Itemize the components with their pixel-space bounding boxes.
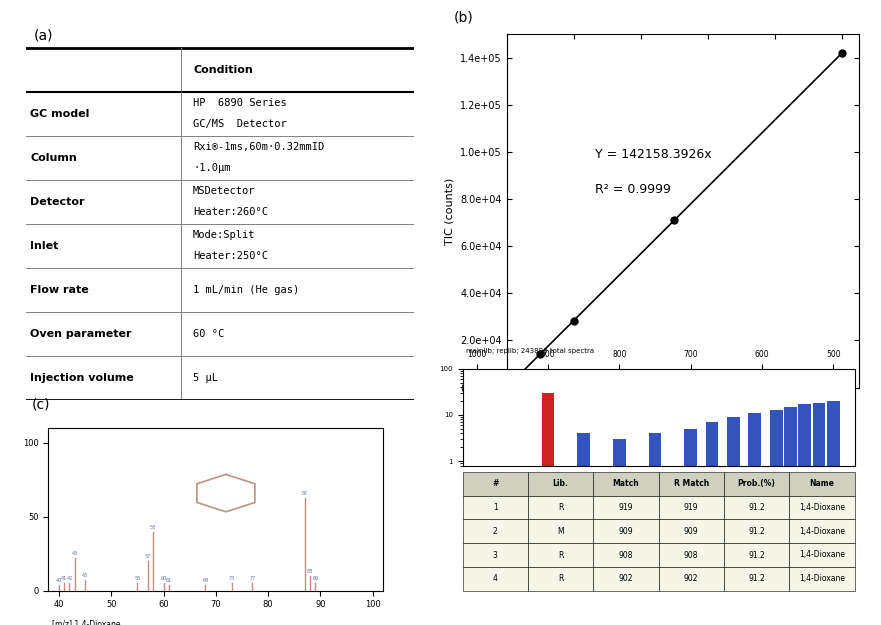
Text: 60: 60 — [160, 576, 167, 581]
Text: 40: 40 — [56, 578, 62, 582]
Text: 43: 43 — [71, 551, 78, 556]
Text: 58: 58 — [150, 524, 156, 529]
Text: ·1.0μm: ·1.0μm — [193, 163, 231, 173]
Text: HP  6890 Series: HP 6890 Series — [193, 98, 287, 108]
Text: MSDetector: MSDetector — [193, 186, 255, 196]
Text: Heater:250°C: Heater:250°C — [193, 251, 268, 261]
Text: Inlet: Inlet — [30, 241, 59, 251]
Text: 5 μL: 5 μL — [193, 373, 218, 383]
Text: R² = 0.9999: R² = 0.9999 — [595, 183, 670, 196]
Text: (a): (a) — [34, 29, 54, 42]
Bar — [784, 407, 796, 625]
Text: Detector: Detector — [30, 197, 85, 207]
Text: (c): (c) — [32, 398, 50, 412]
Bar — [826, 401, 840, 625]
Text: 89: 89 — [312, 576, 318, 581]
Text: mainlib; replib; 243893 total spectra: mainlib; replib; 243893 total spectra — [466, 348, 595, 354]
Text: GC/MS  Detector: GC/MS Detector — [193, 119, 287, 129]
Bar — [748, 413, 761, 625]
Y-axis label: TIC (counts): TIC (counts) — [444, 177, 455, 244]
Bar — [685, 429, 697, 625]
Text: 45: 45 — [82, 573, 88, 578]
Text: [m/z] 1,4-Dioxane: [m/z] 1,4-Dioxane — [52, 620, 121, 625]
Text: 60 °C: 60 °C — [193, 329, 225, 339]
Text: (b): (b) — [454, 11, 473, 25]
Bar — [812, 403, 825, 625]
Text: Condition: Condition — [193, 64, 253, 74]
Bar — [770, 409, 782, 625]
Text: 61: 61 — [166, 578, 172, 582]
X-axis label: 1,4-Dioxane (mM): 1,4-Dioxane (mM) — [633, 408, 733, 418]
Text: 88: 88 — [307, 569, 313, 574]
Bar — [577, 433, 590, 625]
Text: 1 mL/min (He gas): 1 mL/min (He gas) — [193, 285, 300, 295]
Text: Injection volume: Injection volume — [30, 373, 134, 383]
Text: 68: 68 — [203, 578, 209, 582]
Bar — [706, 422, 718, 625]
Bar — [798, 404, 811, 625]
Text: 77: 77 — [249, 576, 255, 581]
Text: Heater:260°C: Heater:260°C — [193, 208, 268, 217]
Text: 41: 41 — [61, 576, 67, 581]
Text: GC model: GC model — [30, 109, 90, 119]
Bar — [648, 433, 662, 625]
Bar — [613, 439, 626, 625]
Bar — [542, 393, 554, 625]
Text: 55: 55 — [134, 576, 140, 581]
Text: Mode:Split: Mode:Split — [193, 230, 255, 240]
Text: 87: 87 — [301, 491, 307, 496]
Bar — [727, 417, 740, 625]
Text: 73: 73 — [228, 576, 234, 581]
Text: Column: Column — [30, 152, 77, 162]
Text: 57: 57 — [144, 554, 151, 559]
Text: Rxi®-1ms,60m·0.32mmID: Rxi®-1ms,60m·0.32mmID — [193, 142, 324, 152]
Text: 42: 42 — [66, 576, 72, 581]
Text: Oven parameter: Oven parameter — [30, 329, 132, 339]
Text: Flow rate: Flow rate — [30, 285, 89, 295]
Text: Y = 142158.3926x: Y = 142158.3926x — [595, 148, 711, 161]
